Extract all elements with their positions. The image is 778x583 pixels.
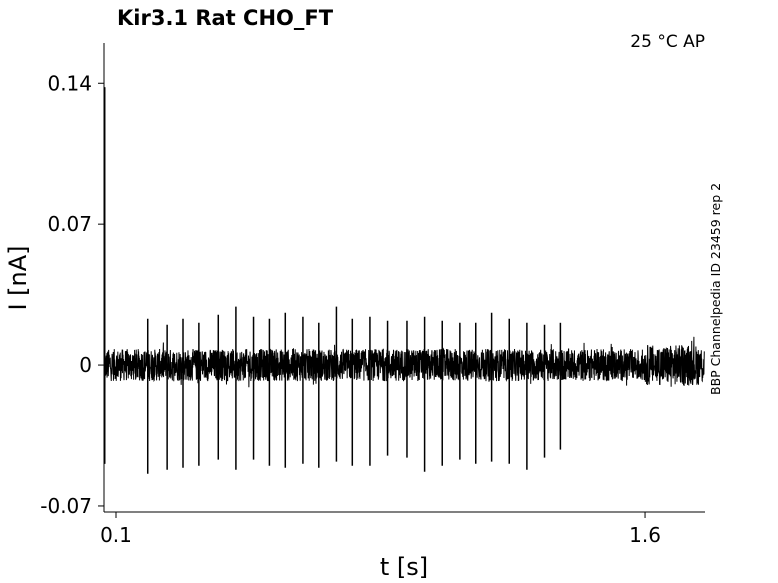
side-label: BBP Channelpedia ID 23459 rep 2	[708, 183, 723, 395]
axes: 0.14 0.07 0 -0.07 0.1 1.6	[40, 43, 705, 547]
condition-label: 25 °C AP	[630, 32, 705, 52]
chart-title: Kir3.1 Rat CHO_FT	[117, 6, 334, 30]
trace-noise-line	[104, 87, 705, 464]
y-tick-label: -0.07	[40, 494, 92, 518]
y-axis-label: I [nA]	[4, 245, 32, 310]
current-trace	[103, 87, 705, 474]
y-tick-label: 0.14	[47, 71, 92, 95]
y-tick-label: 0	[79, 353, 92, 377]
x-tick-label: 1.6	[629, 523, 661, 547]
y-tick-label: 0.07	[47, 212, 92, 236]
x-tick-label: 0.1	[100, 523, 132, 547]
x-axis-label: t [s]	[380, 553, 428, 581]
